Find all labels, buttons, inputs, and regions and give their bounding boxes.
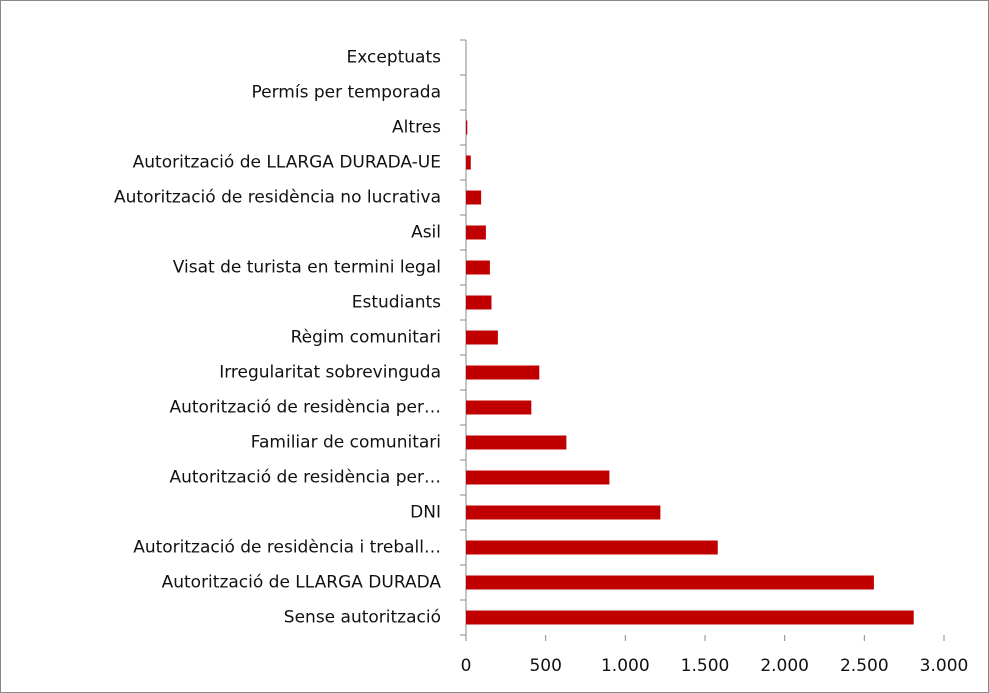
y-tick-label: Familiar de comunitari	[251, 433, 441, 453]
x-tick-label: 1.500	[681, 656, 730, 676]
y-tick-label: Estudiants	[352, 293, 441, 313]
bar	[466, 225, 486, 240]
bar	[466, 295, 492, 310]
y-tick-label: Altres	[392, 118, 441, 138]
bar	[466, 435, 567, 450]
x-tick-label: 500	[529, 656, 561, 676]
bar	[466, 575, 874, 590]
x-tick-label: 2.500	[840, 656, 889, 676]
y-tick-label: Visat de turista en termini legal	[173, 258, 441, 278]
y-tick-label: Autorització de residència i treball…	[133, 538, 441, 558]
y-tick-label: Règim comunitari	[291, 328, 441, 348]
y-tick-label: Exceptuats	[347, 48, 442, 68]
y-tick-label: Permís per temporada	[252, 83, 441, 103]
y-tick-label: Asil	[411, 223, 441, 243]
x-tick-label: 2.000	[760, 656, 809, 676]
bar	[466, 365, 540, 380]
y-tick-label: Irregularitat sobrevinguda	[219, 363, 441, 383]
y-tick-label: Autorització de LLARGA DURADA	[162, 573, 442, 593]
x-tick-label: 3.000	[920, 656, 969, 676]
y-tick-label: Autorització de residència per…	[169, 398, 441, 418]
bar	[466, 400, 532, 415]
bar	[466, 155, 471, 170]
bar	[466, 505, 661, 520]
y-tick-label: Autorització de residència no lucrativa	[114, 188, 441, 208]
y-tick-label: Autorització de LLARGA DURADA-UE	[133, 153, 441, 173]
x-tick-label: 1.000	[601, 656, 650, 676]
y-tick-label: Sense autorització	[284, 608, 441, 628]
bar	[466, 330, 498, 345]
y-tick-label: Autorització de residència per…	[169, 468, 441, 488]
bar	[466, 540, 718, 555]
bar	[466, 470, 610, 485]
y-tick-label: DNI	[410, 503, 441, 523]
bar	[466, 120, 468, 135]
bar	[466, 190, 482, 205]
bar	[466, 260, 490, 275]
bar	[466, 610, 914, 625]
x-tick-label: 0	[461, 656, 472, 676]
